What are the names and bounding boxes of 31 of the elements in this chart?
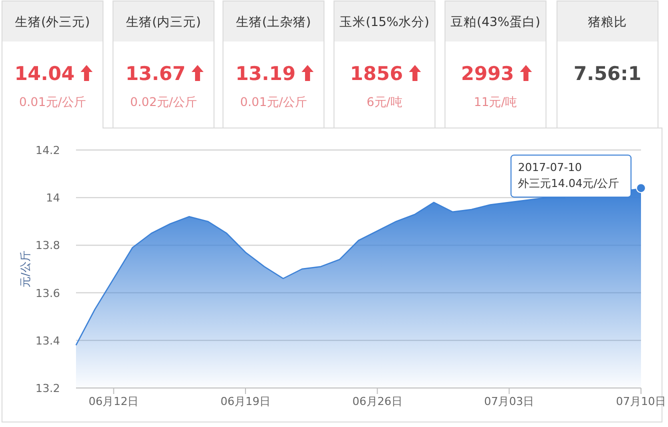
category-label: 生猪(内三元) [126, 14, 201, 29]
text: 7.56:1 [574, 63, 642, 85]
text: 11元/吨 [474, 95, 518, 109]
x-tick-label: 07月03日 [484, 395, 534, 408]
category-label: 生猪(土杂猪) [236, 14, 311, 29]
y-tick-label: 14.2 [36, 144, 60, 157]
category-label: 猪粮比 [588, 14, 627, 29]
text: 1856 [350, 63, 403, 85]
text: 0.01元/公斤 [19, 95, 86, 109]
category-label: 豆粕(43%蛋白) [450, 14, 540, 29]
y-tick-label: 13.8 [36, 239, 60, 252]
text: 0.02元/公斤 [130, 95, 197, 109]
text: 0.01元/公斤 [240, 95, 307, 109]
text: 13.67 [125, 63, 186, 85]
y-tick-label: 13.6 [36, 286, 60, 300]
y-tick-label: 14 [46, 192, 60, 205]
category-label: 生猪(外三元) [15, 14, 90, 29]
x-tick-label: 06月19日 [220, 395, 270, 408]
x-tick-label: 06月12日 [88, 395, 139, 408]
annotation: 2017-07-10 外三元14.04元/公斤 [518, 161, 620, 190]
category-label: 玉米(15%水分) [340, 14, 430, 29]
y-tick-label: 13.4 [36, 334, 60, 348]
text: 2993 [461, 63, 514, 85]
x-tick-label: 06月26日 [352, 395, 402, 408]
tooltip: 2017-07-10 外三元14.04元/公斤 [510, 154, 646, 198]
text: 13.19 [235, 63, 296, 85]
x-tick-label: 07月10日 [616, 395, 666, 408]
y-tick-label: 13.2 [36, 382, 60, 395]
y-axis-title: 元/公斤 [19, 250, 32, 288]
text: 14.04 [14, 63, 75, 85]
text: 6元/吨 [366, 95, 402, 109]
